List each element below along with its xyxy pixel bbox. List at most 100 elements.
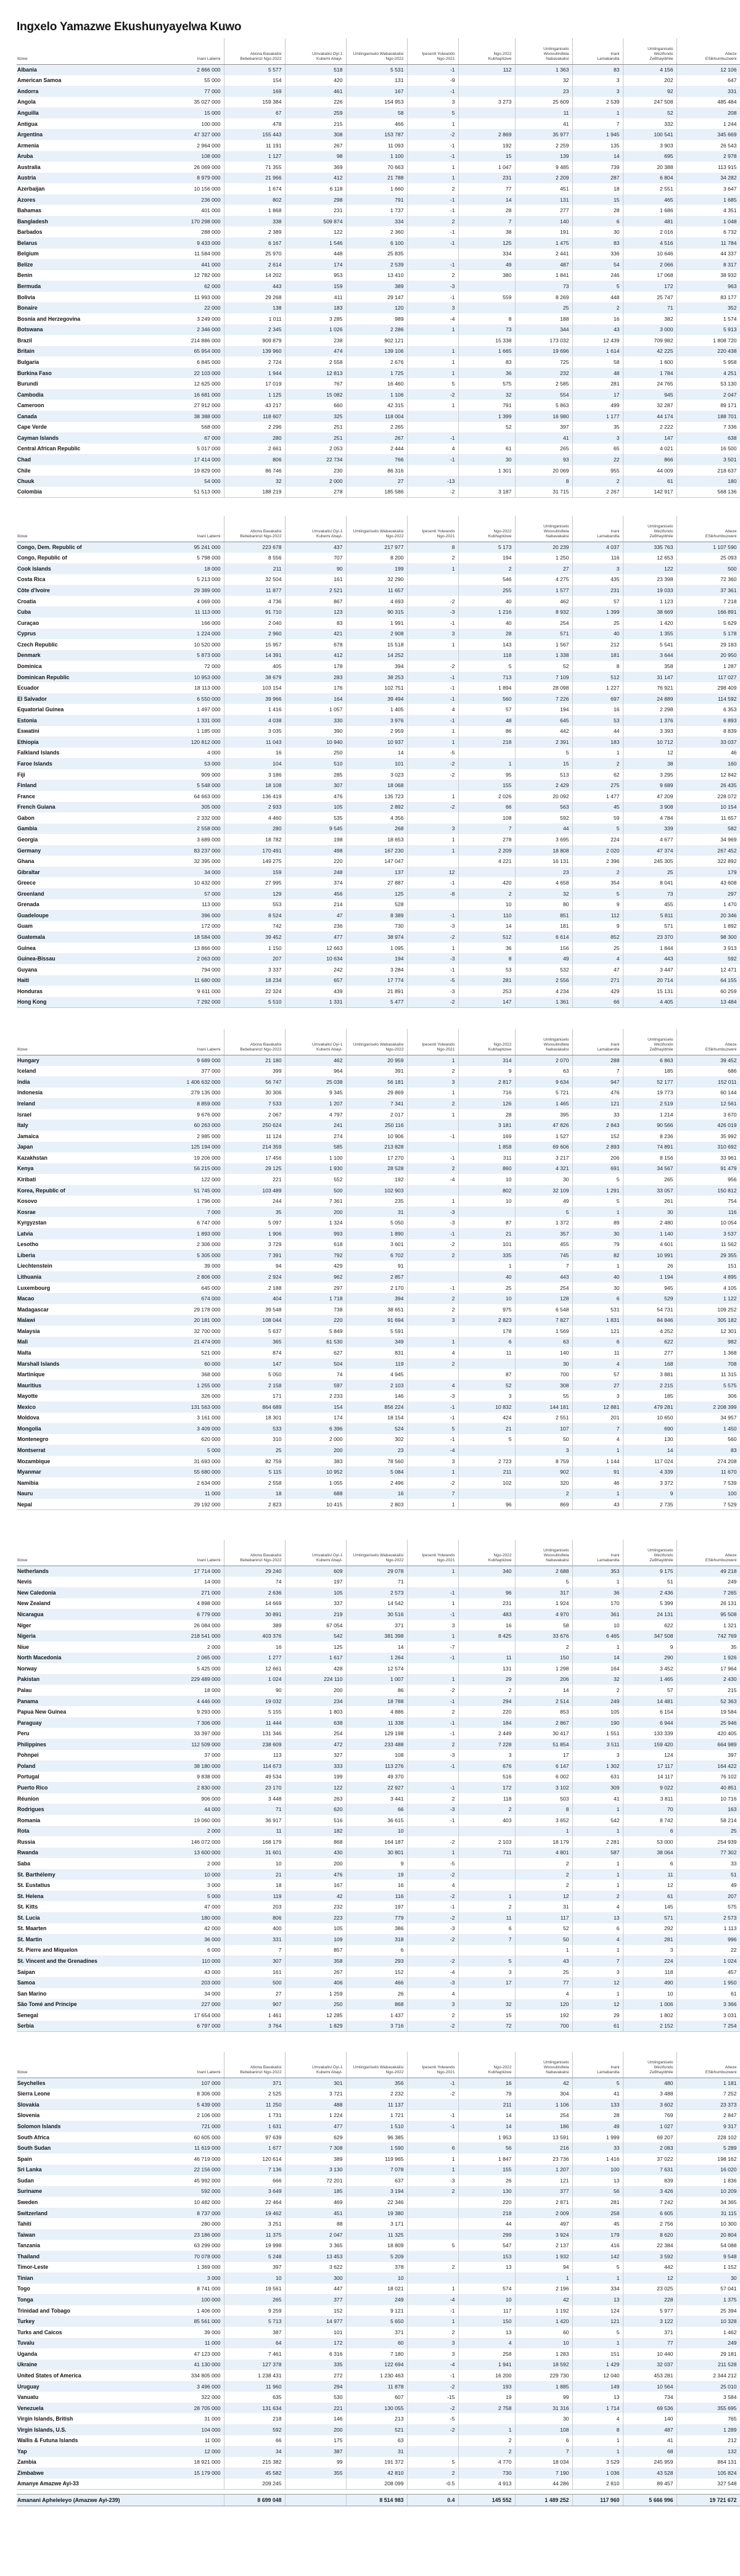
column-header-country: Ilizwe (17, 516, 165, 542)
value-cell: 9 676 000 (197, 1111, 221, 1118)
value-cell: 268 (345, 823, 407, 835)
value-cell: 2 661 (223, 443, 285, 455)
column-header: Umvakalisi Oyi-1 Kubemi Abayi- (284, 2052, 346, 2078)
value-cell: 1 (572, 1858, 623, 1869)
value-cell: 335 (458, 1250, 515, 1261)
value-cell: 226 (284, 96, 346, 108)
table-row: Papua New Guinea 9 293 000 5 155 1 803 4 886… (17, 1706, 740, 1717)
country-name-cell: Palau (17, 1686, 32, 1693)
value-cell: 3 447 (622, 964, 676, 975)
value-cell: 1 152 (676, 2261, 740, 2273)
value-cell: 121 (514, 2175, 572, 2186)
value-cell: 29 240 (223, 1566, 285, 1577)
value-cell: 61 (458, 443, 515, 455)
table-row: Sri Lanka 22 156 000 7 136 3 130 7 078 1 155 1 … (17, 2164, 740, 2176)
table-row: Botswana 2 346 000 2 345 1 026 2 286 1 73 344 43… (17, 324, 740, 336)
value-cell: 281 (572, 2197, 623, 2208)
country-name-cell: St. Martin (17, 1936, 43, 1942)
value-cell: 11 191 (223, 139, 285, 151)
value-cell: 98 300 (676, 931, 740, 943)
value-cell: 1 686 (622, 205, 676, 216)
value-cell: 2 332 000 (197, 814, 221, 821)
value-cell: 96 (458, 1499, 515, 1511)
value-cell: 39 452 (676, 1055, 740, 1066)
value-cell: 35 (223, 1206, 285, 1218)
value-cell: 267 452 (676, 844, 740, 856)
value-cell: 397 (676, 1749, 740, 1761)
value-cell: 292 (622, 1923, 676, 1934)
country-name-cell: Greenland (17, 890, 44, 897)
value-cell: 964 (284, 1065, 346, 1077)
value-cell: 211 528 (676, 2359, 740, 2371)
value-cell: 521 000 (201, 1349, 221, 1356)
value-cell: 42 225 (622, 345, 676, 357)
value-cell: -1 (406, 1901, 458, 1912)
table-row: Guyana 794 000 3 337 242 3 284 -1 53 532 47 3 447… (17, 964, 740, 975)
value-cell: 57 (572, 1369, 623, 1380)
value-cell: 29 (572, 2010, 623, 2021)
value-cell: 9 259 (223, 2305, 285, 2316)
value-cell: 36 000 (204, 1936, 221, 1942)
value-cell: 378 (345, 2261, 407, 2273)
value-cell: 45 (572, 2218, 623, 2229)
value-cell: 3 251 (223, 2218, 285, 2229)
value-cell: 708 (676, 1358, 740, 1369)
value-cell: 200 (284, 1685, 346, 1696)
value-cell: 516 (284, 1814, 346, 1826)
value-cell: 25 (514, 302, 572, 313)
column-header: Inani Labemi (165, 2052, 224, 2078)
table-row: Grenada 113 000 553 214 528 10 80 9 455 1 470 (17, 899, 740, 910)
value-cell: 2 137 (514, 2240, 572, 2251)
value-cell: 18 234 (223, 975, 285, 986)
value-cell (458, 1944, 515, 1956)
value-cell: 397 (514, 421, 572, 433)
table-row: Nicaragua 6 779 000 30 891 219 30 516 -1 483 4 … (17, 1609, 740, 1620)
value-cell: -3 (406, 1923, 458, 1934)
value-cell: 629 (284, 2131, 346, 2143)
value-cell: 4 (406, 1880, 458, 1891)
table-row: Barbados 288 000 2 389 122 2 360 -1 38 191 30 2 0… (17, 226, 740, 237)
country-name-cell: Czech Republic (17, 641, 58, 648)
value-cell: 2 429 (514, 780, 572, 791)
value-cell: 335 (284, 2359, 346, 2371)
country-name-cell: Eswatini (17, 728, 39, 735)
value-cell (406, 2131, 458, 2143)
value-cell: 27 887 (345, 877, 407, 888)
value-cell: 2 (406, 1065, 458, 1077)
value-cell: 250 624 (223, 1120, 285, 1131)
value-cell: 155 443 (223, 129, 285, 140)
table-row: Philippines 112 509 000 238 609 472 233 488 2… (17, 1739, 740, 1750)
value-cell: 76 102 (676, 1771, 740, 1783)
value-cell: 1 450 (676, 1423, 740, 1434)
value-cell: 147 (622, 432, 676, 444)
value-cell: 183 (284, 302, 346, 313)
value-cell: 466 (345, 118, 407, 130)
value-cell: 5 (406, 107, 458, 118)
value-cell: 170 491 (223, 844, 285, 856)
country-name-cell: Gabon (17, 814, 35, 821)
value-cell: 258 (572, 2207, 623, 2219)
value-cell: 4 677 (622, 834, 676, 845)
value-cell: -3 (406, 281, 458, 292)
value-cell: 194 (458, 552, 515, 564)
value-cell: 241 (284, 1120, 346, 1131)
value-cell: 86 746 (223, 464, 285, 476)
value-cell: -2 (406, 1868, 458, 1880)
country-name-cell: Guam (17, 923, 33, 930)
value-cell: -2 (406, 661, 458, 672)
value-cell: 6 548 (514, 1303, 572, 1315)
value-cell: 476 (572, 1087, 623, 1099)
value-cell: 6 893 (676, 715, 740, 726)
value-cell: 6 154 (622, 1706, 676, 1717)
value-cell: -2 (406, 758, 458, 769)
value-cell: 74 (223, 1576, 285, 1588)
value-cell: 152 (284, 2305, 346, 2316)
value-cell: 1 095 (345, 942, 407, 954)
value-cell: 46 (676, 747, 740, 759)
value-cell: 146 072 000 (191, 1838, 221, 1845)
value-cell: 95 508 (676, 1609, 740, 1620)
value-cell: 331 (676, 86, 740, 97)
value-cell: 3 023 (345, 769, 407, 780)
value-cell: 27 (223, 1988, 285, 1999)
value-cell: 451 (514, 183, 572, 194)
